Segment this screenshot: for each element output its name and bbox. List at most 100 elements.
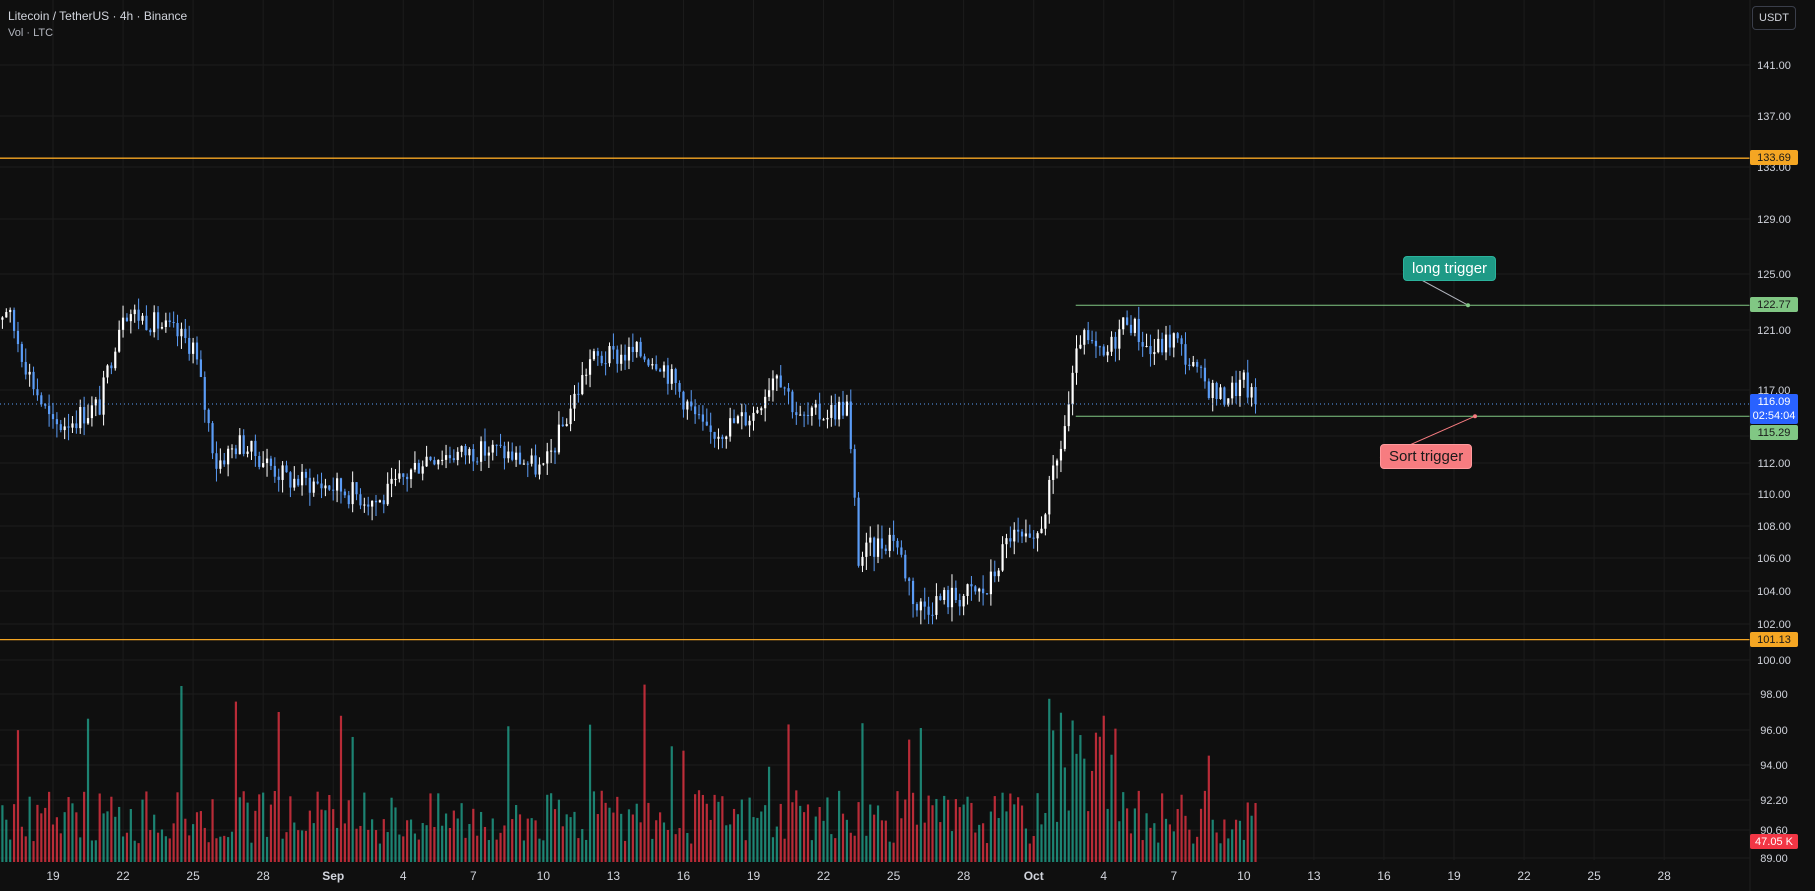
volume-bar xyxy=(254,810,257,862)
candle-body xyxy=(978,588,981,592)
volume-bar xyxy=(118,806,121,862)
volume-bar xyxy=(36,804,39,862)
candle-body xyxy=(791,391,794,413)
volume-bar xyxy=(219,836,222,862)
time-axis-label: 22 xyxy=(817,869,831,883)
volume-bar xyxy=(822,820,825,862)
candle-body xyxy=(121,317,125,330)
candle-body xyxy=(1114,336,1117,349)
volume-last-label: 47.05 K xyxy=(1750,834,1798,849)
volume-bar xyxy=(1149,827,1152,862)
candle-body xyxy=(561,424,564,427)
candle-body xyxy=(172,322,175,324)
candle-body xyxy=(1083,330,1086,345)
volume-bar xyxy=(873,814,876,862)
volume-bar xyxy=(565,814,568,862)
candle-body xyxy=(355,482,358,495)
candle-body xyxy=(802,414,806,416)
candle-body xyxy=(79,407,82,429)
candle-body xyxy=(227,448,230,465)
candle-body xyxy=(705,421,708,426)
volume-bar xyxy=(678,828,681,862)
volume-bar xyxy=(1040,824,1043,862)
volume-bar xyxy=(869,804,872,862)
volume-bar xyxy=(1098,736,1101,862)
candle-body xyxy=(456,451,459,461)
candle-body xyxy=(452,458,455,461)
volume-bar xyxy=(530,818,533,862)
candle-body xyxy=(1219,387,1222,399)
candle-body xyxy=(845,401,848,416)
volume-bar xyxy=(1013,804,1016,862)
symbol-title[interactable]: Litecoin / TetherUS · 4h · Binance xyxy=(8,9,188,23)
last-price-label: 116.09 02:54:04 xyxy=(1750,394,1798,424)
time-axis-label: 19 xyxy=(46,869,60,883)
candle-body xyxy=(682,391,685,410)
candle-body xyxy=(1238,379,1242,397)
volume-bar xyxy=(1188,829,1191,862)
candle-body xyxy=(935,596,938,615)
candle-body xyxy=(752,412,755,421)
volume-bar xyxy=(795,790,798,862)
volume-bar xyxy=(993,796,996,862)
volume-bar xyxy=(51,824,55,862)
long-trigger-anchor xyxy=(1466,303,1471,308)
volume-bars xyxy=(1,684,1257,862)
candle-body xyxy=(701,414,705,422)
volume-bar xyxy=(335,827,339,862)
volume-bar xyxy=(371,819,374,862)
candle-body xyxy=(721,436,724,440)
volume-bar xyxy=(444,813,448,862)
candle-body xyxy=(627,346,631,361)
candle-body xyxy=(437,459,440,465)
candle-body xyxy=(985,593,989,595)
candle-body xyxy=(207,409,210,424)
candle-body xyxy=(1063,426,1066,449)
long-trigger-callout[interactable]: long trigger xyxy=(1403,256,1497,281)
candle-body xyxy=(1048,479,1051,515)
candle-body xyxy=(1250,387,1253,398)
volume-bar xyxy=(16,730,20,862)
volume-bar xyxy=(102,813,105,862)
volume-bar xyxy=(748,797,751,862)
volume-bar xyxy=(207,842,210,862)
volume-indicator-label[interactable]: Vol · LTC xyxy=(8,27,54,39)
volume-bar xyxy=(732,808,736,862)
candle-body xyxy=(223,460,226,465)
candle-body xyxy=(1090,340,1094,342)
volume-bar xyxy=(915,824,919,862)
time-axis-label: 13 xyxy=(1307,869,1321,883)
candle-body xyxy=(651,364,654,366)
volume-bar xyxy=(946,799,950,862)
volume-bar xyxy=(1231,829,1234,862)
candle-body xyxy=(304,471,308,478)
candle-body xyxy=(390,478,393,484)
short-trigger-callout[interactable]: Sort trigger xyxy=(1380,444,1473,469)
time-axis-label: 19 xyxy=(1447,869,1461,883)
currency-button[interactable]: USDT xyxy=(1752,6,1796,30)
candle-body xyxy=(662,365,666,372)
volume-bar xyxy=(635,803,638,862)
price-axis-label: 110.00 xyxy=(1758,489,1791,501)
time-axis-label: Sep xyxy=(322,869,344,883)
candle-body xyxy=(674,369,677,384)
volume-bar xyxy=(588,724,592,862)
candle-body xyxy=(1203,367,1207,382)
volume-bar xyxy=(406,820,409,862)
candle-body xyxy=(164,320,167,327)
volume-bar xyxy=(153,814,156,862)
candle-body xyxy=(814,403,817,408)
candle-body xyxy=(1246,372,1249,398)
candle-body xyxy=(1079,344,1082,349)
volume-bar xyxy=(1223,819,1226,862)
volume-bar xyxy=(464,837,467,862)
volume-bar xyxy=(627,809,631,862)
volume-bar xyxy=(1203,790,1207,862)
volume-bar xyxy=(386,832,389,862)
volume-bar xyxy=(145,791,148,862)
candle-body xyxy=(760,408,763,411)
volume-bar xyxy=(923,822,926,862)
volume-bar xyxy=(1242,839,1245,862)
volume-bar xyxy=(1094,732,1098,862)
